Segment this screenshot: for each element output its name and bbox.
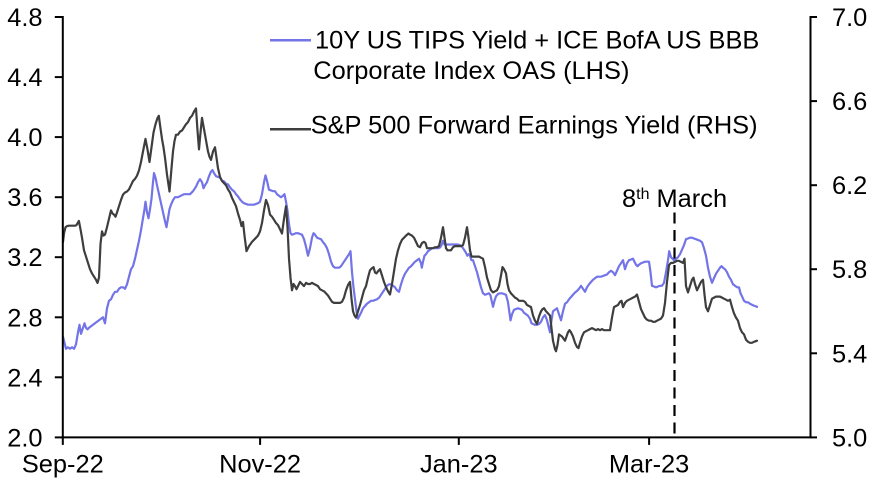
- svg-text:4.8: 4.8: [7, 4, 42, 32]
- svg-text:Jan-23: Jan-23: [420, 451, 498, 479]
- svg-text:Nov-22: Nov-22: [219, 451, 301, 479]
- svg-text:2.4: 2.4: [7, 364, 42, 392]
- svg-text:4.4: 4.4: [7, 64, 42, 92]
- svg-text:3.6: 3.6: [7, 184, 42, 212]
- svg-text:Mar-23: Mar-23: [609, 451, 689, 479]
- svg-text:8th March: 8th March: [622, 185, 727, 213]
- svg-text:S&P 500 Forward Earnings Yield: S&P 500 Forward Earnings Yield (RHS): [311, 112, 758, 140]
- svg-text:3.2: 3.2: [7, 244, 42, 272]
- svg-text:6.2: 6.2: [832, 172, 867, 200]
- svg-text:5.4: 5.4: [832, 340, 867, 368]
- svg-text:10Y US TIPS Yield + ICE BofA U: 10Y US TIPS Yield + ICE BofA US BBB: [315, 27, 759, 55]
- svg-text:5.8: 5.8: [832, 256, 867, 284]
- svg-text:5.0: 5.0: [832, 424, 867, 452]
- svg-text:Corporate Index OAS (LHS): Corporate Index OAS (LHS): [313, 57, 629, 85]
- svg-text:4.0: 4.0: [7, 124, 42, 152]
- svg-text:2.8: 2.8: [7, 304, 42, 332]
- svg-text:7.0: 7.0: [832, 4, 867, 32]
- svg-text:6.6: 6.6: [832, 88, 867, 116]
- svg-text:2.0: 2.0: [7, 424, 42, 452]
- svg-text:Sep-22: Sep-22: [22, 451, 104, 479]
